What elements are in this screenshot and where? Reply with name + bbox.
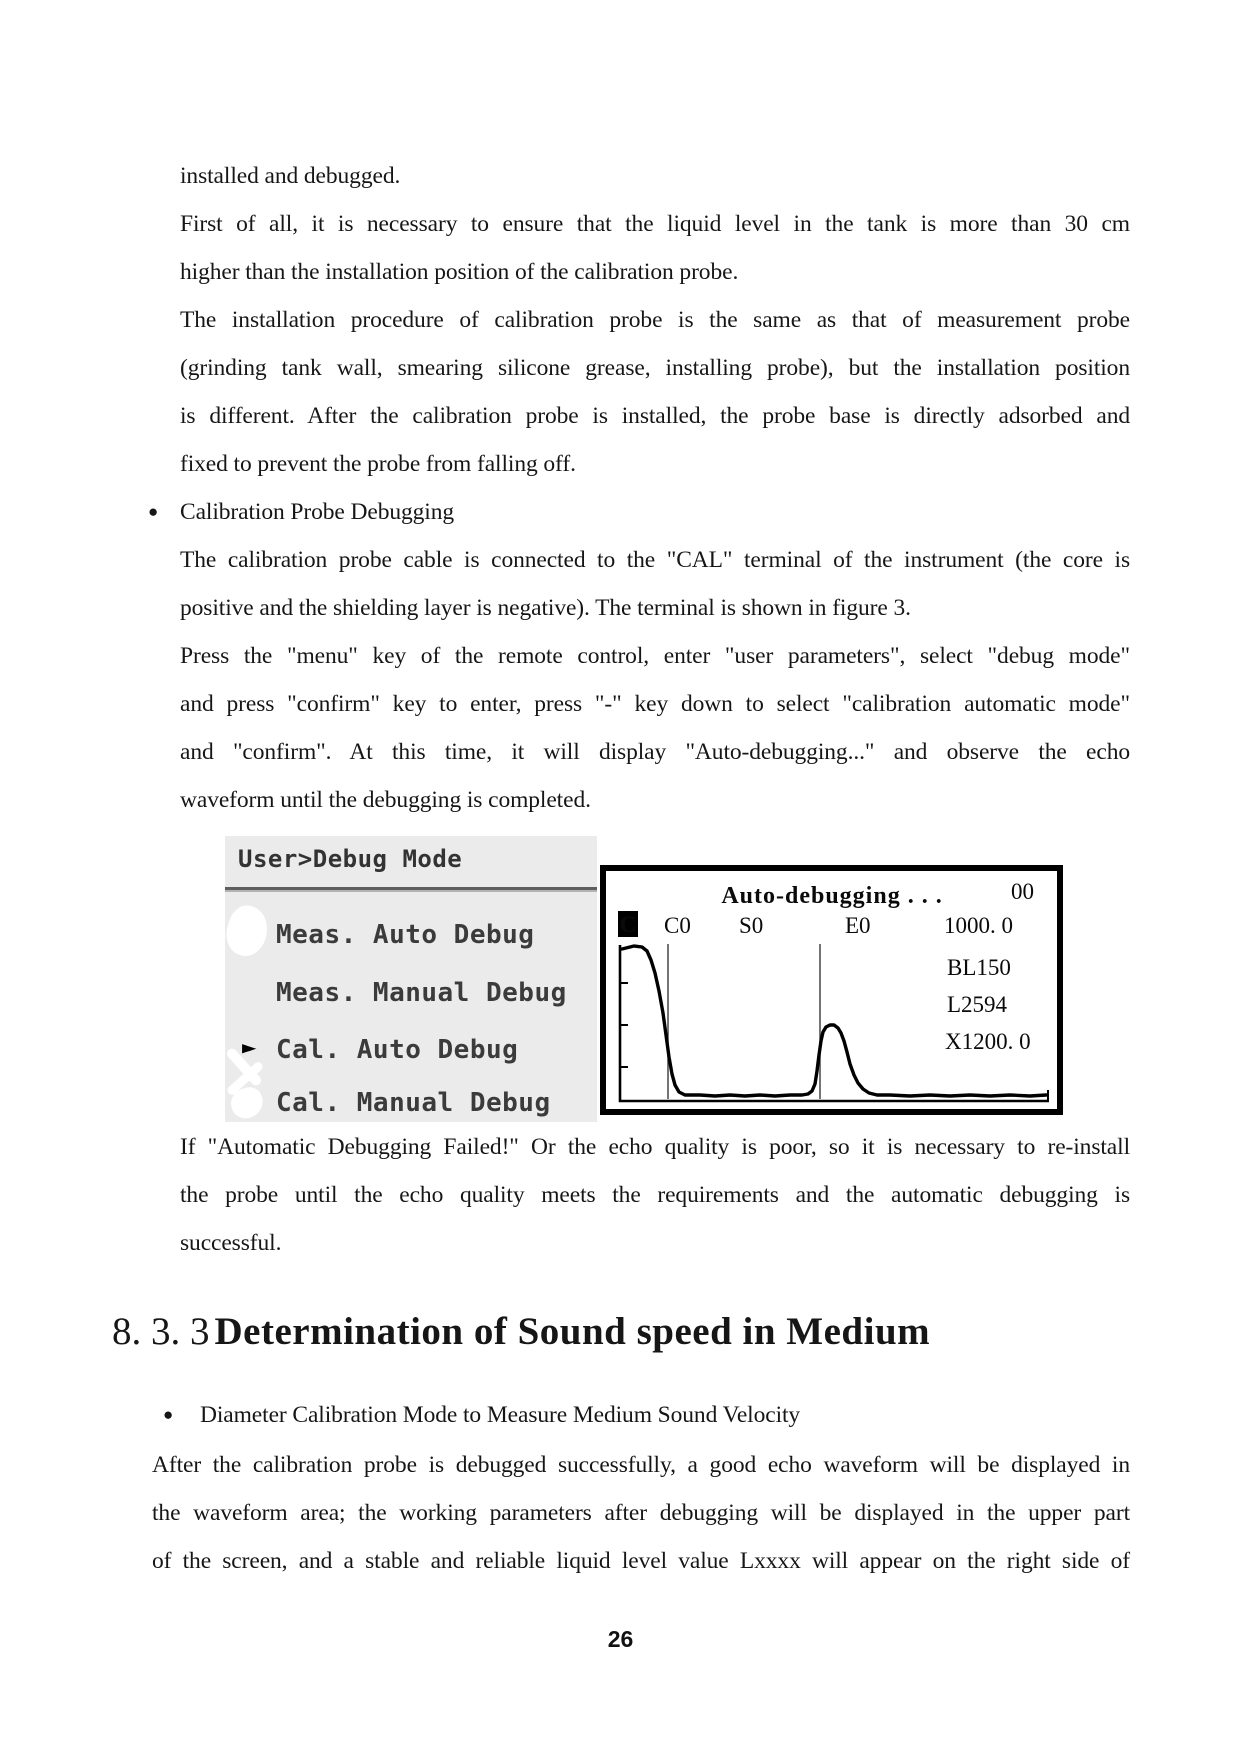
- menu-item-meas-manual-debug: Meas. Manual Debug: [276, 978, 567, 1008]
- text-line: The calibration probe cable is connected…: [180, 547, 1130, 573]
- debug-mode-menu-screenshot: User>Debug Mode Meas. Auto Debug Meas. M…: [220, 836, 597, 1122]
- waveform-screen-border: [600, 865, 1063, 1115]
- section-title: Determination of Sound speed in Medium: [214, 1310, 931, 1353]
- bullet-block: ● Diameter Calibration Mode to Measure Me…: [163, 1391, 1130, 1439]
- cursor-gate-highlight: [618, 911, 638, 937]
- menu-item-cal-auto-debug: Cal. Auto Debug: [276, 1035, 519, 1065]
- bullet-icon: ●: [148, 502, 159, 521]
- paragraph-block-bottom: After the calibration probe is debugged …: [152, 1441, 1130, 1585]
- page-number: 26: [607, 1626, 634, 1652]
- section-number: 8. 3. 3: [112, 1310, 210, 1353]
- reading-velocity: 1000. 0: [944, 913, 1013, 938]
- text-line: the probe until the echo quality meets t…: [180, 1182, 1130, 1208]
- menu-item-cal-manual-debug: Cal. Manual Debug: [276, 1088, 551, 1118]
- bullet-icon: ●: [163, 1405, 174, 1424]
- auto-debugging-waveform-screenshot: Auto-debugging . . . 00 C C0 S0 E0 1000.…: [600, 865, 1063, 1115]
- text-line: the waveform area; the working parameter…: [152, 1500, 1130, 1526]
- text-line: successful.: [180, 1230, 282, 1256]
- menu-separator: [225, 887, 597, 892]
- bullet-item-label: Calibration Probe Debugging: [180, 499, 455, 525]
- section-heading: 8. 3. 3 Determination of Sound speed in M…: [112, 1306, 930, 1358]
- bullet-list-item: ● Diameter Calibration Mode to Measure Me…: [163, 1391, 1130, 1439]
- paragraph-block-top: installed and debugged. First of all, it…: [148, 152, 1130, 824]
- text-line: of the screen, and a stable and reliable…: [152, 1548, 1130, 1574]
- scan-smudge-artifact: [220, 901, 274, 961]
- gate-label-s0: S0: [739, 913, 763, 938]
- cursor-gate-label: C: [620, 912, 637, 937]
- waveform-axes: [618, 945, 1049, 1103]
- text-line: If "Automatic Debugging Failed!" Or the …: [180, 1134, 1130, 1160]
- counter-value: 00: [1011, 879, 1034, 904]
- text-line: The installation procedure of calibratio…: [180, 307, 1130, 333]
- bullet-list-item: ● Calibration Probe Debugging: [148, 488, 1130, 536]
- status-text: Auto-debugging . . .: [721, 883, 942, 909]
- text-line: First of all, it is necessary to ensure …: [180, 211, 1130, 237]
- text-line: After the calibration probe is debugged …: [152, 1452, 1130, 1478]
- text-line: positive and the shielding layer is nega…: [180, 595, 911, 621]
- selection-arrow-icon: ►: [242, 1033, 257, 1061]
- gate-label-c0: C0: [664, 913, 691, 938]
- echo-trace: [620, 944, 1048, 1098]
- reading-bl: BL150: [947, 955, 1011, 980]
- text-line: and "confirm". At this time, it will dis…: [180, 739, 1130, 765]
- gate-label-e0: E0: [845, 913, 871, 938]
- text-line: fixed to prevent the probe from falling …: [180, 451, 576, 477]
- text-line: is different. After the calibration prob…: [180, 403, 1130, 429]
- reading-level: L2594: [947, 992, 1008, 1017]
- paragraph-block-after-figure: If "Automatic Debugging Failed!" Or the …: [180, 1123, 1130, 1267]
- menu-item-meas-auto-debug: Meas. Auto Debug: [276, 920, 535, 950]
- text-line: (grinding tank wall, smearing silicone g…: [180, 355, 1130, 381]
- menu-breadcrumb: User>Debug Mode: [238, 845, 463, 873]
- reading-x: X1200. 0: [945, 1029, 1031, 1054]
- axis-ticks: [620, 982, 628, 1068]
- text-line: Press the "menu" key of the remote contr…: [180, 643, 1130, 669]
- text-line: installed and debugged.: [180, 163, 401, 189]
- text-line: higher than the installation position of…: [180, 259, 739, 285]
- bullet-item-label: Diameter Calibration Mode to Measure Med…: [200, 1402, 801, 1428]
- text-line: waveform until the debugging is complete…: [180, 787, 591, 813]
- text-line: and press "confirm" key to enter, press …: [180, 691, 1130, 717]
